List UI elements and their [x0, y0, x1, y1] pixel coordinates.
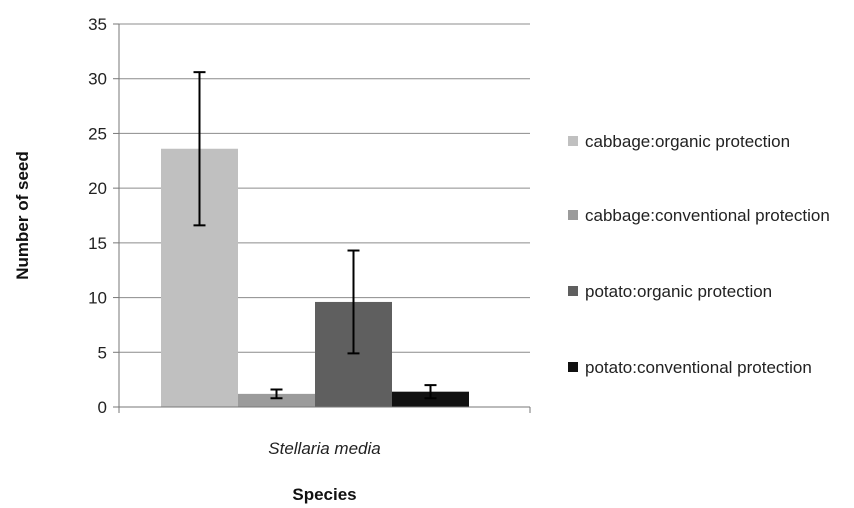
y-tick-labels: 0 5 10 15 20 25 30 35 [88, 15, 107, 417]
bar [238, 393, 315, 407]
legend-label: potato:organic protection [585, 282, 773, 301]
y-tick-label: 5 [98, 343, 107, 362]
y-tick-label: 15 [88, 234, 107, 253]
bar [392, 391, 469, 407]
legend-swatch [568, 362, 578, 372]
y-tick-label: 25 [88, 124, 107, 143]
legend-label: cabbage:conventional protection [585, 206, 830, 225]
y-tick-label: 35 [88, 15, 107, 34]
legend-swatch [568, 286, 578, 296]
legend-swatch [568, 136, 578, 146]
axes [118, 24, 531, 413]
bars [161, 148, 469, 407]
y-tick-label: 10 [88, 289, 107, 308]
x-axis-title: Species [292, 485, 356, 504]
y-tick-label: 30 [88, 70, 107, 89]
legend-label: potato:conventional protection [585, 358, 812, 377]
legend-item: cabbage:organic protection [568, 128, 854, 156]
legend-label: cabbage:organic protection [585, 132, 791, 151]
x-category-label: Stellaria media [268, 439, 380, 458]
legend-item: potato:conventional protection [568, 354, 854, 382]
legend-item: potato:organic protection [568, 278, 854, 306]
y-tick-label: 20 [88, 179, 107, 198]
legend-swatch [568, 210, 578, 220]
y-tick-label: 0 [98, 398, 107, 417]
legend-item: cabbage:conventional protection [568, 202, 854, 230]
y-axis-title: Number of seed [13, 151, 32, 279]
error-bars [193, 71, 437, 400]
